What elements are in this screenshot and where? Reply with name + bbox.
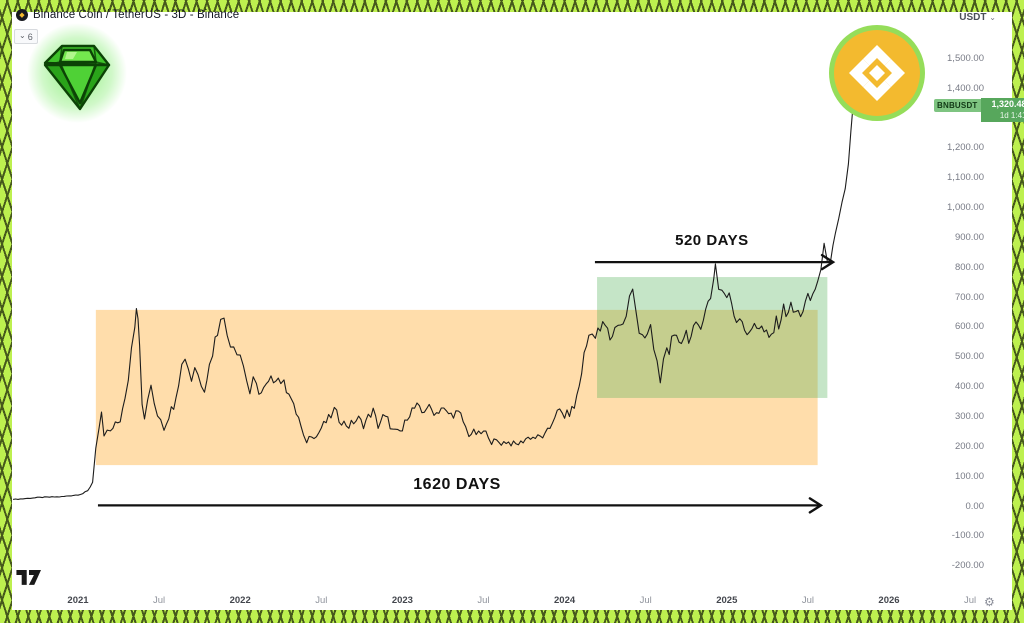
currency-label: USDT — [959, 12, 987, 23]
chevron-down-icon: ⌄ — [989, 13, 996, 22]
bnb-coin-icon: ◆ — [16, 9, 28, 21]
arrow-head-icon-0 — [820, 253, 836, 271]
tradingview-logo[interactable] — [16, 570, 42, 586]
last-price-label: BNBUSDT 1,320.48 1d 1:41 — [934, 98, 1024, 123]
chevron-down-icon: ⌄ — [19, 30, 26, 40]
chart-screen — [12, 12, 1012, 610]
indicators-collapse-chip[interactable]: ⌄ 6 — [14, 29, 38, 44]
last-price-value: 1,320.48 — [991, 99, 1024, 109]
symbol-title: Binance Coin / TetherUS - 3D - Binance — [33, 9, 240, 21]
green-gem-logo — [27, 23, 127, 123]
bar-countdown: 1d 1:41 — [999, 110, 1024, 120]
price-series-line — [13, 111, 854, 500]
binance-logo — [829, 25, 925, 121]
indicator-count: 6 — [27, 31, 33, 42]
currency-dropdown[interactable]: USDT ⌄ — [930, 12, 996, 23]
price-label-symbol: BNBUSDT — [934, 99, 981, 112]
symbol-header[interactable]: ◆ Binance Coin / TetherUS - 3D - Binance — [16, 9, 239, 21]
range-box-green — [597, 277, 828, 398]
annotation-label-0[interactable]: 520 DAYS — [675, 232, 749, 249]
arrow-head-icon-1 — [808, 497, 824, 514]
gear-icon[interactable]: ⚙ — [984, 595, 995, 609]
annotation-label-1[interactable]: 1620 DAYS — [413, 476, 501, 493]
